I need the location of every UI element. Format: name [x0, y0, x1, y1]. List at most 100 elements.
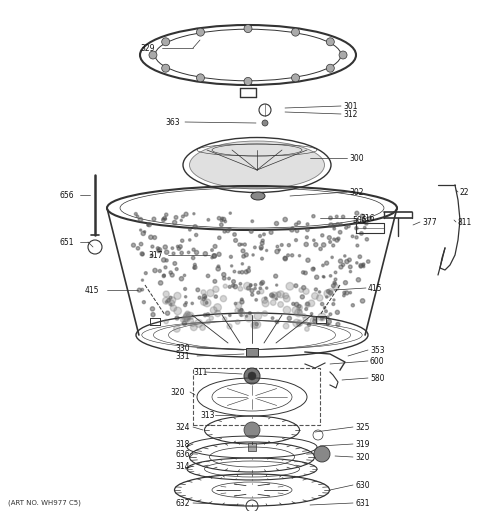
Circle shape — [219, 223, 223, 226]
Circle shape — [338, 259, 343, 263]
Circle shape — [254, 312, 262, 320]
Circle shape — [304, 271, 307, 275]
Circle shape — [314, 446, 330, 462]
Circle shape — [213, 244, 217, 248]
Circle shape — [365, 238, 369, 241]
Circle shape — [297, 221, 300, 224]
Text: 580: 580 — [370, 374, 384, 383]
Circle shape — [290, 227, 294, 232]
Circle shape — [349, 270, 352, 273]
Circle shape — [271, 317, 274, 319]
Circle shape — [147, 224, 149, 226]
Circle shape — [143, 300, 145, 304]
Circle shape — [360, 231, 363, 235]
Text: 316: 316 — [360, 214, 374, 222]
Text: 651: 651 — [60, 238, 74, 246]
Circle shape — [324, 290, 332, 297]
Circle shape — [200, 325, 205, 331]
Circle shape — [181, 215, 184, 218]
Bar — [193, 368, 320, 425]
Circle shape — [295, 229, 299, 233]
Circle shape — [182, 316, 189, 322]
Circle shape — [262, 311, 267, 316]
Circle shape — [217, 217, 221, 220]
Circle shape — [180, 219, 182, 221]
Circle shape — [303, 288, 309, 294]
Circle shape — [163, 291, 169, 297]
Circle shape — [220, 219, 223, 222]
Circle shape — [325, 296, 328, 298]
Circle shape — [198, 296, 201, 299]
Circle shape — [226, 229, 230, 233]
Circle shape — [308, 300, 315, 307]
Circle shape — [165, 213, 168, 216]
Circle shape — [183, 314, 190, 320]
Circle shape — [334, 278, 337, 281]
Circle shape — [207, 290, 214, 296]
Circle shape — [229, 256, 232, 259]
Circle shape — [157, 248, 162, 252]
Circle shape — [310, 317, 318, 324]
Text: 636: 636 — [175, 450, 190, 458]
Circle shape — [217, 252, 221, 257]
Circle shape — [291, 74, 300, 82]
Circle shape — [230, 265, 233, 267]
Circle shape — [301, 271, 305, 274]
Circle shape — [306, 258, 310, 262]
Circle shape — [149, 235, 153, 239]
Circle shape — [246, 315, 248, 317]
Circle shape — [336, 215, 338, 218]
Circle shape — [271, 292, 277, 299]
FancyBboxPatch shape — [246, 348, 258, 356]
Circle shape — [283, 217, 288, 222]
Circle shape — [283, 306, 291, 314]
Circle shape — [327, 236, 331, 240]
Circle shape — [234, 303, 237, 305]
Circle shape — [245, 314, 253, 322]
Circle shape — [162, 218, 164, 220]
Circle shape — [276, 245, 279, 248]
Circle shape — [333, 227, 336, 230]
Circle shape — [224, 220, 227, 223]
Text: 330: 330 — [175, 343, 190, 353]
Circle shape — [295, 223, 298, 226]
Circle shape — [345, 226, 348, 229]
Circle shape — [314, 275, 319, 280]
Circle shape — [238, 271, 240, 273]
Text: 318: 318 — [175, 439, 190, 449]
Circle shape — [169, 296, 172, 299]
Circle shape — [204, 296, 206, 298]
Circle shape — [180, 239, 184, 242]
Circle shape — [163, 217, 167, 220]
Circle shape — [193, 265, 197, 269]
Circle shape — [211, 257, 213, 259]
Circle shape — [215, 310, 221, 317]
Text: 311: 311 — [193, 367, 207, 377]
Circle shape — [298, 305, 301, 308]
Circle shape — [329, 241, 332, 243]
Circle shape — [184, 312, 192, 320]
Circle shape — [264, 297, 267, 299]
Circle shape — [239, 310, 245, 316]
Circle shape — [163, 297, 169, 304]
Text: (ART NO. WH977 C5): (ART NO. WH977 C5) — [8, 500, 81, 506]
Circle shape — [365, 222, 368, 225]
Circle shape — [235, 302, 242, 309]
Circle shape — [345, 291, 349, 295]
Circle shape — [203, 299, 211, 307]
Circle shape — [339, 265, 343, 269]
Circle shape — [158, 281, 163, 285]
Circle shape — [254, 284, 257, 286]
Circle shape — [214, 304, 221, 311]
Circle shape — [233, 285, 238, 289]
Circle shape — [214, 295, 217, 298]
Circle shape — [191, 324, 197, 331]
Circle shape — [169, 271, 172, 274]
Circle shape — [136, 215, 139, 218]
Circle shape — [305, 327, 309, 331]
Circle shape — [360, 299, 365, 303]
Circle shape — [139, 242, 143, 246]
Circle shape — [280, 244, 283, 246]
Circle shape — [158, 269, 161, 272]
Circle shape — [223, 284, 228, 288]
